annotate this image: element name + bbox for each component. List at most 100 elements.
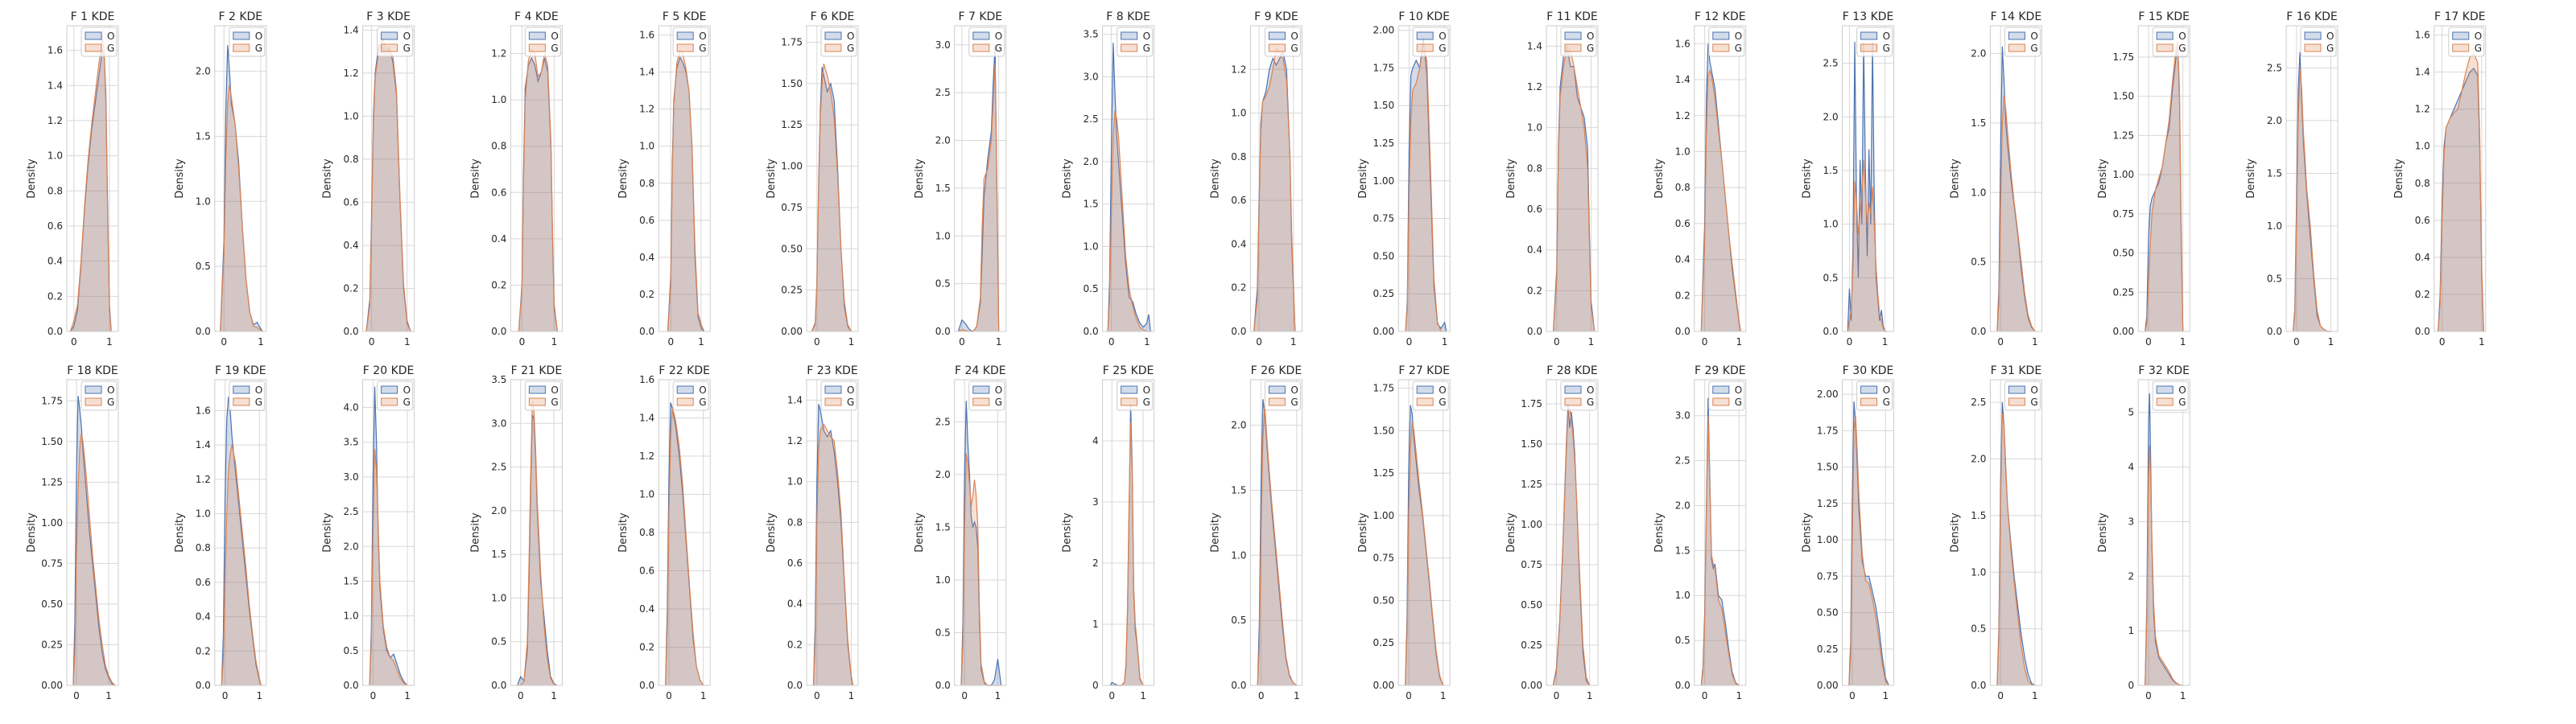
kde-line-G [1700, 68, 1741, 332]
legend-label-G: G [1883, 43, 1890, 54]
kde-area-G [813, 424, 853, 685]
x-tick-label: 1 [1442, 336, 1448, 348]
y-tick-label: 3 [2128, 516, 2135, 527]
y-tick-label: 1.00 [2112, 169, 2134, 180]
y-tick-label: 0.0 [344, 326, 359, 337]
y-tick-label: 0.0 [1675, 326, 1690, 337]
legend: OG [377, 381, 414, 411]
y-axis-label: Density [1653, 158, 1666, 199]
subplot-title: F 30 KDE [1843, 364, 1894, 377]
subplot-title: F 12 KDE [1695, 10, 1746, 23]
subplot-f30: 0.00 0.25 0.50 0.75 1.00 1.25 1.50 1.75 2.00 0 1 F … [1802, 364, 1895, 701]
kde-line-G [517, 401, 558, 686]
y-tick-label: 0.0 [1527, 326, 1542, 337]
legend-box [1264, 381, 1301, 411]
y-tick-label: 0.0 [2267, 326, 2282, 337]
y-tick-label: 2.5 [1971, 397, 1986, 408]
y-axis-label: Density [1357, 512, 1369, 553]
y-tick-label: 0.0 [196, 680, 211, 691]
x-tick-label: 0 [1997, 336, 2004, 348]
y-tick-label: 0.6 [639, 215, 654, 226]
legend-swatch-O [824, 385, 842, 394]
legend-swatch-O [85, 385, 102, 394]
y-tick-label: 3.0 [491, 418, 506, 429]
kde-area-G [1553, 409, 1590, 685]
x-tick-label: 1 [1736, 690, 1742, 701]
legend: OG [820, 27, 857, 57]
y-tick-label: 1.0 [196, 195, 211, 207]
subplot-f26: 0.0 0.5 1.0 1.5 2.0 0 1 F 26 KDE Density OG [1209, 364, 1302, 701]
kde-line-O [1700, 43, 1741, 332]
subplot-title: F 6 KDE [811, 10, 855, 23]
x-tick-label: 1 [2032, 690, 2038, 701]
axes-frame [1694, 379, 1747, 686]
y-tick-label: 0.0 [491, 326, 506, 337]
y-tick-label: 0.5 [1971, 257, 1986, 268]
x-tick-label: 0 [519, 336, 526, 348]
legend-box [2004, 381, 2041, 411]
axes-frame [1842, 379, 1895, 686]
y-tick-label: 1.25 [2112, 130, 2134, 141]
subplot-f11: 0.0 0.2 0.4 0.6 0.8 1.0 1.2 1.4 0 1 F 11 KDE Densit… [1505, 10, 1599, 348]
y-tick-label: 0.50 [41, 599, 63, 610]
y-tick-label: 1.4 [344, 24, 359, 35]
kde-line-G [2145, 41, 2184, 332]
y-tick-label: 1.0 [491, 94, 506, 105]
legend-label-O: O [2475, 31, 2482, 42]
kde-area-G [517, 401, 558, 685]
subplot-f9: 0.0 0.2 0.4 0.6 0.8 1.0 1.2 0 1 F 9 KDE Density OG [1209, 10, 1302, 348]
legend-label-O: O [403, 385, 411, 396]
kde-area-G [1253, 47, 1295, 331]
legend: OG [1708, 381, 1745, 411]
y-tick-label: 0.0 [639, 326, 654, 337]
legend-swatch-G [85, 43, 102, 52]
subplot-f8: 0.0 0.5 1.0 1.5 2.0 2.5 3.0 3.5 0 1 F 8 KDE Density… [1062, 10, 1155, 348]
y-tick-label: 1.25 [1373, 138, 1394, 149]
legend-label-G: G [1439, 43, 1446, 54]
y-tick-label: 1.25 [41, 476, 63, 487]
legend-swatch-O [2156, 31, 2174, 40]
y-tick-label: 2.0 [1084, 156, 1099, 167]
y-tick-label: 2.5 [1084, 113, 1099, 125]
y-tick-label: 1.50 [1373, 425, 1394, 436]
legend-swatch-G [1564, 397, 1582, 406]
legend-swatch-G [1121, 397, 1138, 406]
y-tick-label: 1.00 [41, 517, 63, 529]
y-tick-label: 0.5 [1675, 635, 1690, 646]
x-tick-label: 0 [814, 690, 820, 701]
x-tick-label: 0 [1108, 690, 1115, 701]
x-tick-label: 1 [256, 690, 262, 701]
y-tick-label: 1.75 [1521, 398, 1542, 409]
legend-label-O: O [2326, 31, 2334, 42]
y-tick-label: 0.6 [1675, 218, 1690, 229]
legend: OG [672, 381, 709, 411]
legend-label-O: O [1143, 385, 1150, 396]
y-tick-label: 0.00 [781, 326, 803, 337]
legend: OG [968, 381, 1005, 411]
y-tick-label: 0.25 [1373, 288, 1394, 299]
y-tick-label: 0.4 [344, 240, 359, 251]
kde-area-G [2145, 41, 2183, 332]
legend-label-O: O [551, 385, 558, 396]
subplot-f29: 0.0 0.5 1.0 1.5 2.0 2.5 3.0 0 1 F 29 KDE Density OG [1653, 364, 1747, 701]
legend-label-G: G [1143, 397, 1150, 408]
legend-swatch-O [233, 385, 250, 394]
subplot-f4: 0.0 0.2 0.4 0.6 0.8 1.0 1.2 0 1 F 4 KDE Density OG [469, 10, 563, 348]
legend-label-G: G [403, 43, 411, 54]
y-tick-label: 1.4 [47, 80, 63, 91]
y-tick-label: 1.2 [2415, 104, 2430, 115]
x-tick-label: 0 [2293, 336, 2300, 348]
x-tick-label: 1 [1882, 336, 1889, 348]
legend-label-G: G [995, 397, 1002, 408]
y-tick-label: 4 [2128, 462, 2135, 473]
y-tick-label: 3.5 [1084, 29, 1099, 40]
y-tick-label: 2.00 [1817, 389, 1839, 400]
y-tick-label: 1.25 [781, 119, 803, 130]
x-tick-label: 0 [73, 690, 80, 701]
y-axis-label: Density [174, 158, 186, 199]
subplot-f14: 0.0 0.5 1.0 1.5 2.0 0 1 F 14 KDE Density OG [1949, 10, 2042, 348]
kde-line-G [811, 64, 852, 332]
y-axis-label: Density [617, 512, 630, 553]
legend-swatch-O [1268, 31, 1286, 40]
subplot-f19: 0.0 0.2 0.4 0.6 0.8 1.0 1.2 1.4 1.6 0 1 F 19 KDE Den… [174, 364, 267, 701]
